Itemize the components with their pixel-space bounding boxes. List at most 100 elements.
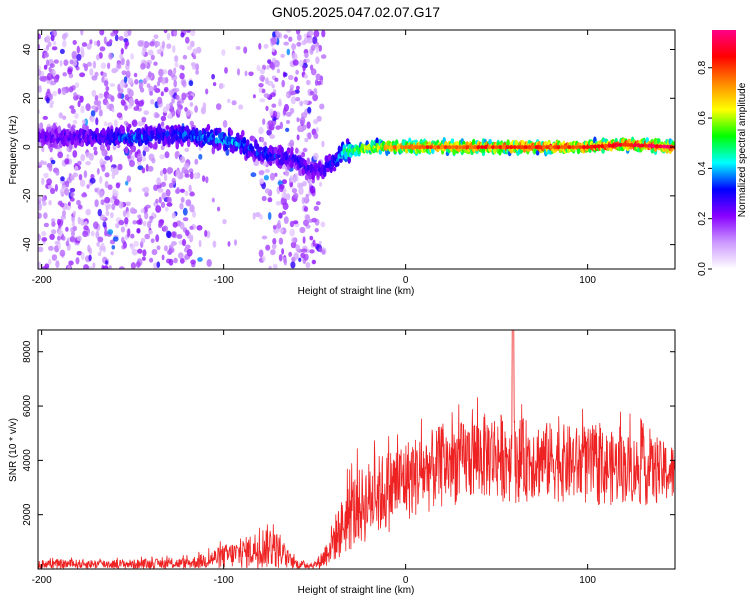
heatmap-cell: [67, 123, 71, 129]
heatmap-cell: [567, 145, 572, 150]
heatmap-cell: [309, 90, 314, 96]
heatmap-cell: [77, 100, 81, 108]
heatmap-cell: [266, 65, 270, 70]
heatmap-cell: [79, 95, 84, 103]
heatmap-cell: [214, 137, 219, 143]
heatmap-cell: [51, 221, 56, 228]
x-tick-label: -200: [32, 275, 52, 286]
heatmap-cell: [523, 145, 528, 150]
heatmap-cell: [283, 34, 289, 39]
heatmap-cell: [184, 173, 190, 178]
heatmap-cell: [48, 245, 54, 251]
heatmap-cell: [165, 103, 171, 111]
heatmap-cell: [80, 142, 84, 148]
heatmap-cell: [326, 167, 330, 173]
heatmap-cell: [72, 225, 78, 232]
heatmap-cell: [166, 43, 172, 49]
heatmap-cell: [99, 46, 106, 52]
heatmap-cell: [498, 147, 502, 156]
heatmap-cell: [309, 185, 316, 194]
heatmap-cell: [88, 254, 92, 262]
heatmap-cell: [136, 228, 141, 234]
heatmap-cell: [127, 30, 132, 36]
heatmap-cell: [296, 41, 302, 47]
heatmap-cell: [80, 218, 84, 226]
heatmap-cell: [272, 263, 278, 269]
heatmap-cell: [188, 80, 194, 87]
heatmap-cell: [291, 188, 298, 194]
heatmap-cell: [314, 228, 319, 233]
heatmap-cell: [385, 145, 390, 150]
heatmap-cell: [194, 158, 199, 165]
heatmap-cell: [159, 219, 165, 224]
heatmap-cell: [126, 59, 130, 67]
heatmap-cells: [38, 30, 675, 269]
heatmap-cell: [282, 202, 289, 210]
heatmap-cell: [295, 244, 301, 252]
heatmap-cell: [202, 175, 206, 183]
heatmap-cell: [93, 150, 98, 156]
heatmap-cell: [109, 83, 116, 87]
colorbar-tick-label: 0.2: [697, 211, 708, 225]
heatmap-cell: [248, 71, 254, 77]
heatmap-cell: [57, 125, 62, 134]
heatmap-cell: [124, 146, 129, 154]
heatmap-cell: [43, 64, 48, 70]
heatmap-cell: [273, 147, 278, 154]
heatmap-cell: [176, 107, 182, 115]
heatmap-cell: [224, 67, 228, 74]
heatmap-cell: [156, 96, 163, 105]
heatmap-cell: [96, 168, 100, 175]
heatmap-cell: [314, 79, 319, 86]
heatmap-cell: [57, 235, 61, 241]
heatmap-cell: [46, 97, 50, 104]
heatmap-cell: [71, 50, 78, 59]
heatmap-cell: [131, 119, 138, 127]
heatmap-cell: [291, 237, 297, 243]
heatmap-cell: [77, 216, 81, 225]
heatmap-cell: [182, 54, 188, 60]
heatmap-cell: [172, 221, 178, 228]
heatmap-cell: [614, 143, 619, 148]
heatmap-cell: [241, 129, 245, 137]
heatmap-cell: [114, 34, 119, 42]
heatmap-cell: [289, 139, 295, 148]
heatmap-cell: [72, 40, 77, 45]
colorbar-tick-label: 0.4: [697, 161, 708, 175]
heatmap-cell: [171, 212, 176, 219]
y-tick-label: 20: [22, 92, 33, 104]
heatmap-cell: [156, 261, 161, 269]
heatmap-cell: [190, 30, 196, 37]
y-tick-label: 4000: [22, 449, 33, 472]
heatmap-cell: [229, 129, 234, 136]
heatmap-cell: [44, 263, 50, 269]
heatmap-cell: [96, 40, 101, 47]
heatmap-cell: [162, 167, 167, 175]
heatmap-cell: [130, 233, 135, 239]
heatmap-cell: [165, 189, 171, 197]
heatmap-cell: [176, 100, 181, 108]
heatmap-cell: [50, 159, 56, 165]
heatmap-cell: [76, 45, 81, 54]
heatmap-cell: [50, 187, 56, 195]
heatmap-cell: [305, 262, 311, 269]
heatmap-cell: [52, 90, 58, 97]
heatmap-cell: [106, 93, 113, 100]
heatmap-cell: [71, 231, 75, 237]
heatmap-cell: [49, 233, 55, 240]
heatmap-cell: [82, 123, 86, 131]
heatmap-cell: [101, 148, 108, 157]
heatmap-cell: [316, 115, 322, 122]
heatmap-cell: [49, 102, 54, 109]
heatmap-cell: [261, 195, 267, 202]
heatmap-cell: [55, 170, 60, 176]
heatmap-cell: [38, 246, 44, 253]
heatmap-cell: [161, 254, 165, 261]
heatmap-cell: [38, 261, 42, 269]
heatmap-cell: [176, 234, 183, 239]
heatmap-cell: [271, 47, 275, 53]
heatmap-cell: [185, 229, 190, 236]
heatmap-cell: [62, 72, 67, 77]
heatmap-cell: [269, 172, 276, 181]
spectrogram-y-ticks: -40 -20 0 20 40: [22, 44, 675, 252]
